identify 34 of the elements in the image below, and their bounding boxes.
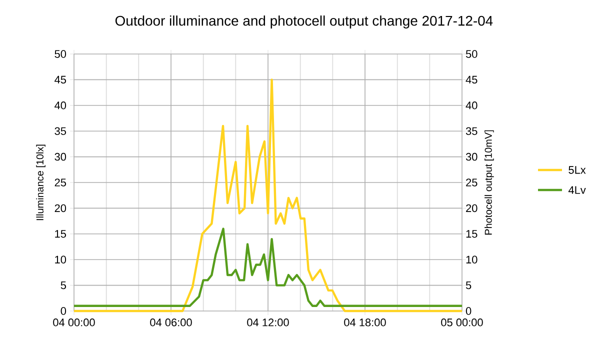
y2-tick-label: 45 [466,76,478,84]
y2-tick-label: 0 [466,307,472,315]
y-tick-label: 35 [54,127,66,135]
y-tick-label: 0 [60,307,66,315]
y2-tick-label: 15 [466,230,478,238]
y-axis-title: Illuminance [10lx] [36,144,46,220]
y2-tick-label: 30 [466,152,478,161]
y2-tick-label: 35 [466,127,478,135]
y-tick-label: 50 [54,50,66,58]
y-tick-label: 10 [55,256,66,264]
y-tick-label: 5 [60,281,66,290]
legend-label: 4Lv [568,186,586,194]
y2-tick-label: 25 [466,178,478,186]
legend-label: 5Lx [568,166,586,174]
y-tick-label: 25 [54,178,66,186]
y2-axis-title: Photocell output [10mV] [484,130,494,235]
y2-tick-label: 5 [466,281,472,290]
y2-tick-label: 10 [466,256,478,264]
x-tick-label: 04 06:00 [150,318,192,326]
y-tick-label: 30 [54,152,66,161]
y-tick-label: 40 [54,102,66,110]
chart-title: Outdoor illuminance and photocell output change 2017-12-04 [115,15,493,28]
y2-tick-label: 40 [466,102,478,110]
y-tick-label: 45 [54,76,66,84]
y2-tick-label: 50 [466,50,478,58]
line-series [72,228,464,307]
x-tick-label: 05 00:00 [441,318,483,326]
x-tick-label: 04 18:00 [344,318,386,326]
x-tick-label: 04 00:00 [53,318,95,326]
y-tick-label: 15 [55,230,66,238]
y2-tick-label: 20 [466,204,478,212]
line-series [72,78,464,312]
x-tick-label: 04 12:00 [247,318,289,326]
y-tick-label: 20 [54,204,66,212]
